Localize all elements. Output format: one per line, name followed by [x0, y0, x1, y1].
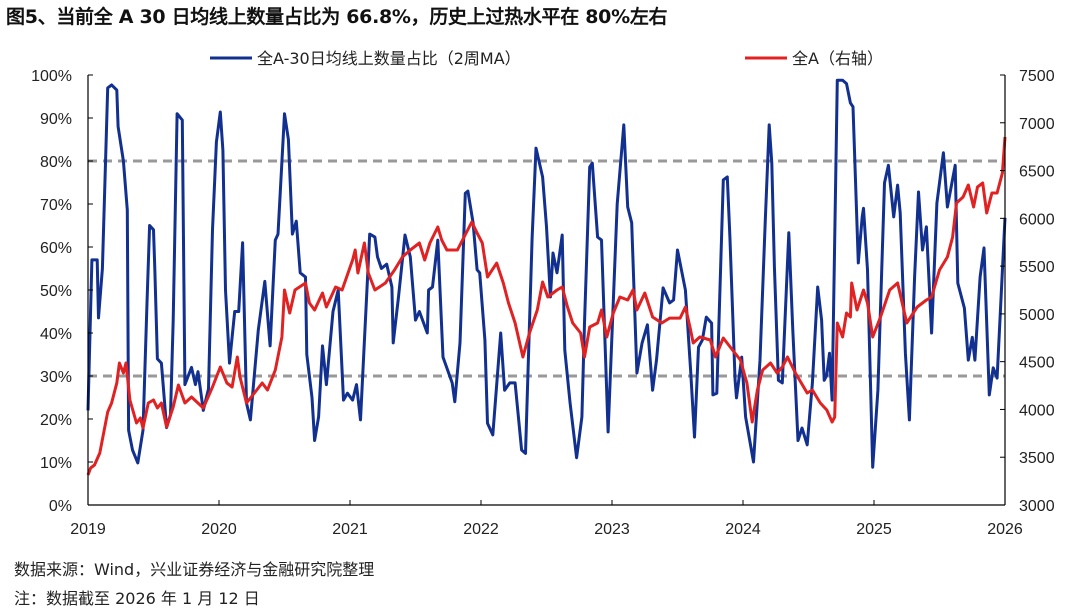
y-tick-label: 60% — [40, 240, 72, 257]
y-tick-label: 40% — [40, 326, 72, 343]
y-tick-label: 20% — [40, 412, 72, 429]
x-tick-label: 2020 — [201, 521, 237, 538]
y-tick-label: 0% — [49, 498, 72, 515]
x-tick-label: 2023 — [594, 521, 630, 538]
x-tick-label: 2019 — [70, 521, 106, 538]
y2-tick-label: 3500 — [1019, 450, 1055, 467]
x-tick-label: 2024 — [725, 521, 761, 538]
y2-tick-label: 7500 — [1019, 68, 1055, 85]
series-line-index — [86, 136, 1007, 476]
x-tick-label: 2025 — [856, 521, 892, 538]
data-source-note: 数据来源：Wind，兴业证券经济与金融研究院整理 — [14, 560, 375, 579]
y-tick-label: 90% — [40, 111, 72, 128]
y-tick-label: 80% — [40, 154, 72, 171]
data-date-note: 注：数据截至 2026 年 1 月 12 日 — [14, 589, 260, 608]
legend-label: 全A（右轴） — [792, 49, 883, 68]
chart-title: 图5、当前全 A 30 日均线上数量占比为 66.8%，历史上过热水平在 80%… — [6, 6, 668, 28]
y2-tick-label: 5000 — [1019, 307, 1055, 324]
y2-tick-label: 4000 — [1019, 402, 1055, 419]
y2-tick-label: 5500 — [1019, 259, 1055, 276]
y2-tick-label: 6500 — [1019, 164, 1055, 181]
y-tick-label: 70% — [40, 197, 72, 214]
y-tick-label: 30% — [40, 369, 72, 386]
series-line-breadth — [86, 78, 1007, 469]
y2-tick-label: 6000 — [1019, 211, 1055, 228]
y-tick-label: 100% — [31, 68, 72, 85]
y2-tick-label: 7000 — [1019, 116, 1055, 133]
y-tick-label: 10% — [40, 455, 72, 472]
y-tick-label: 50% — [40, 283, 72, 300]
y2-tick-label: 3000 — [1019, 498, 1055, 515]
y2-tick-label: 4500 — [1019, 355, 1055, 372]
x-tick-label: 2022 — [463, 521, 499, 538]
x-tick-label: 2026 — [987, 521, 1023, 538]
legend-label: 全A-30日均线上数量占比（2周MA） — [257, 49, 521, 68]
x-tick-label: 2021 — [332, 521, 368, 538]
